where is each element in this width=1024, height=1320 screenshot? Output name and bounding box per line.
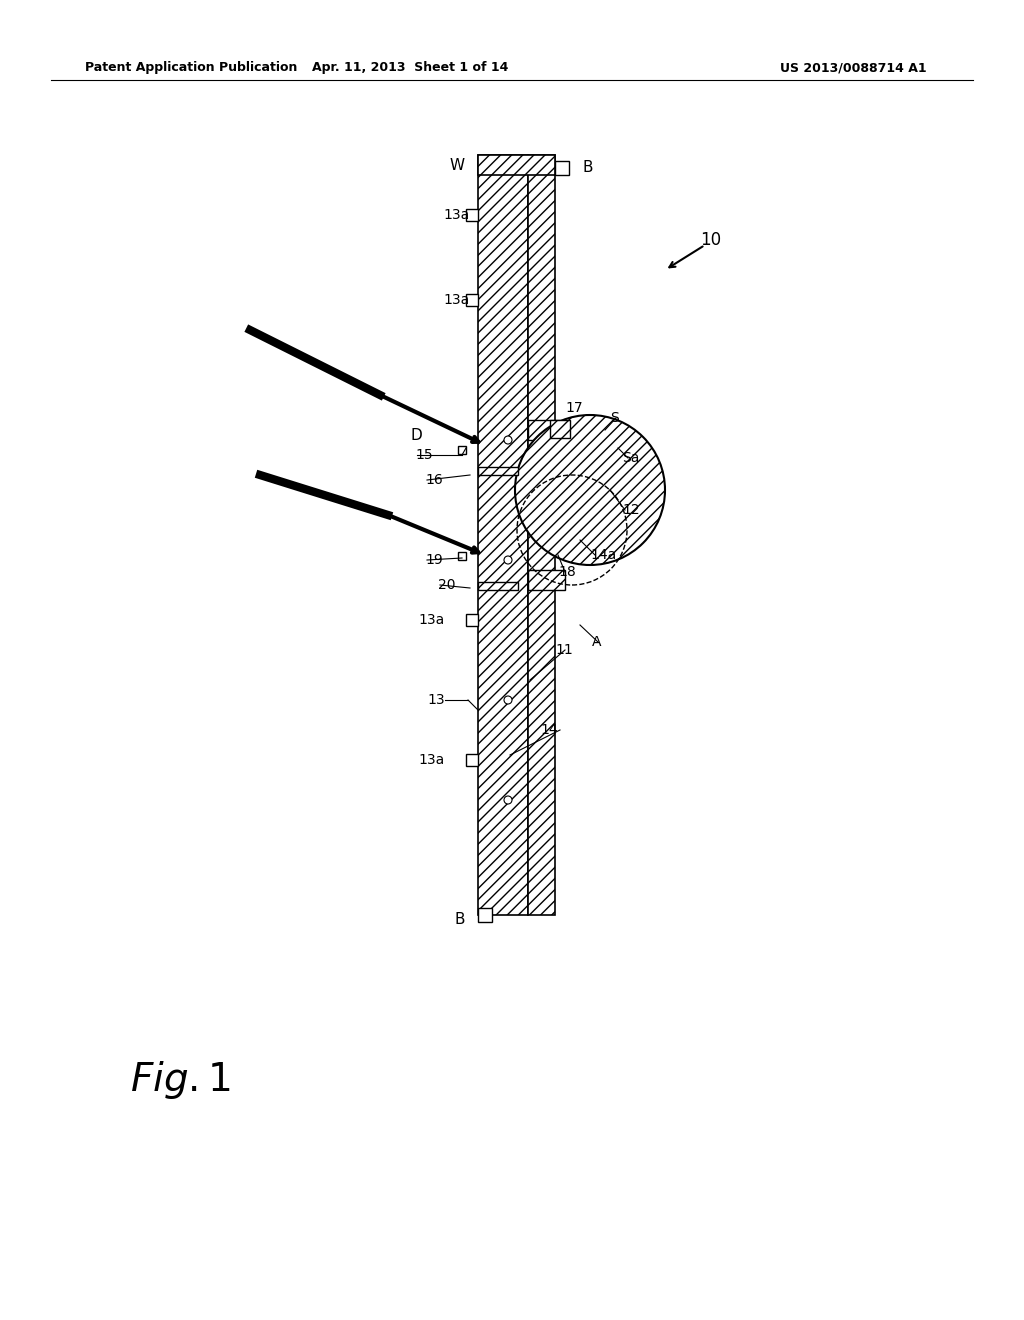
Bar [458,446,466,454]
Text: Sa: Sa [622,451,639,465]
Text: 10: 10 [700,231,721,249]
Text: $\it{Fig.1}$: $\it{Fig.1}$ [130,1059,231,1101]
Bar [478,467,518,475]
Text: 13a: 13a [443,293,470,308]
Text: 20: 20 [438,578,456,591]
Bar [550,420,570,438]
Circle shape [504,696,512,704]
Bar [478,154,528,915]
Bar [478,908,492,921]
Text: Apr. 11, 2013  Sheet 1 of 14: Apr. 11, 2013 Sheet 1 of 14 [312,62,508,74]
Bar [528,420,565,440]
Text: S: S [610,411,618,425]
Text: 14a: 14a [590,548,616,562]
Text: 12: 12 [622,503,640,517]
Circle shape [504,436,512,444]
Text: 17: 17 [565,401,583,414]
Text: 19: 19 [425,553,442,568]
Text: B: B [455,912,465,928]
Text: 13a: 13a [419,612,445,627]
Text: W: W [450,157,465,173]
Bar [466,209,478,220]
Text: 15: 15 [415,447,432,462]
Text: 11: 11 [555,643,572,657]
Bar [555,161,569,176]
Bar [478,582,518,590]
Text: 18: 18 [558,565,575,579]
Bar [458,552,466,560]
Text: 13: 13 [427,693,445,708]
Text: Patent Application Publication: Patent Application Publication [85,62,297,74]
Bar [528,154,555,915]
Text: A: A [592,635,601,649]
Text: 14: 14 [540,723,558,737]
Text: US 2013/0088714 A1: US 2013/0088714 A1 [780,62,927,74]
Text: D: D [411,428,422,442]
Circle shape [504,556,512,564]
Bar [466,294,478,306]
Bar [528,570,565,590]
Text: 16: 16 [425,473,442,487]
Text: B: B [582,161,593,176]
Bar [466,614,478,626]
Circle shape [504,796,512,804]
Text: 13a: 13a [419,752,445,767]
Bar [478,154,555,176]
Circle shape [515,414,665,565]
Bar [466,754,478,766]
Text: 13a: 13a [443,209,470,222]
